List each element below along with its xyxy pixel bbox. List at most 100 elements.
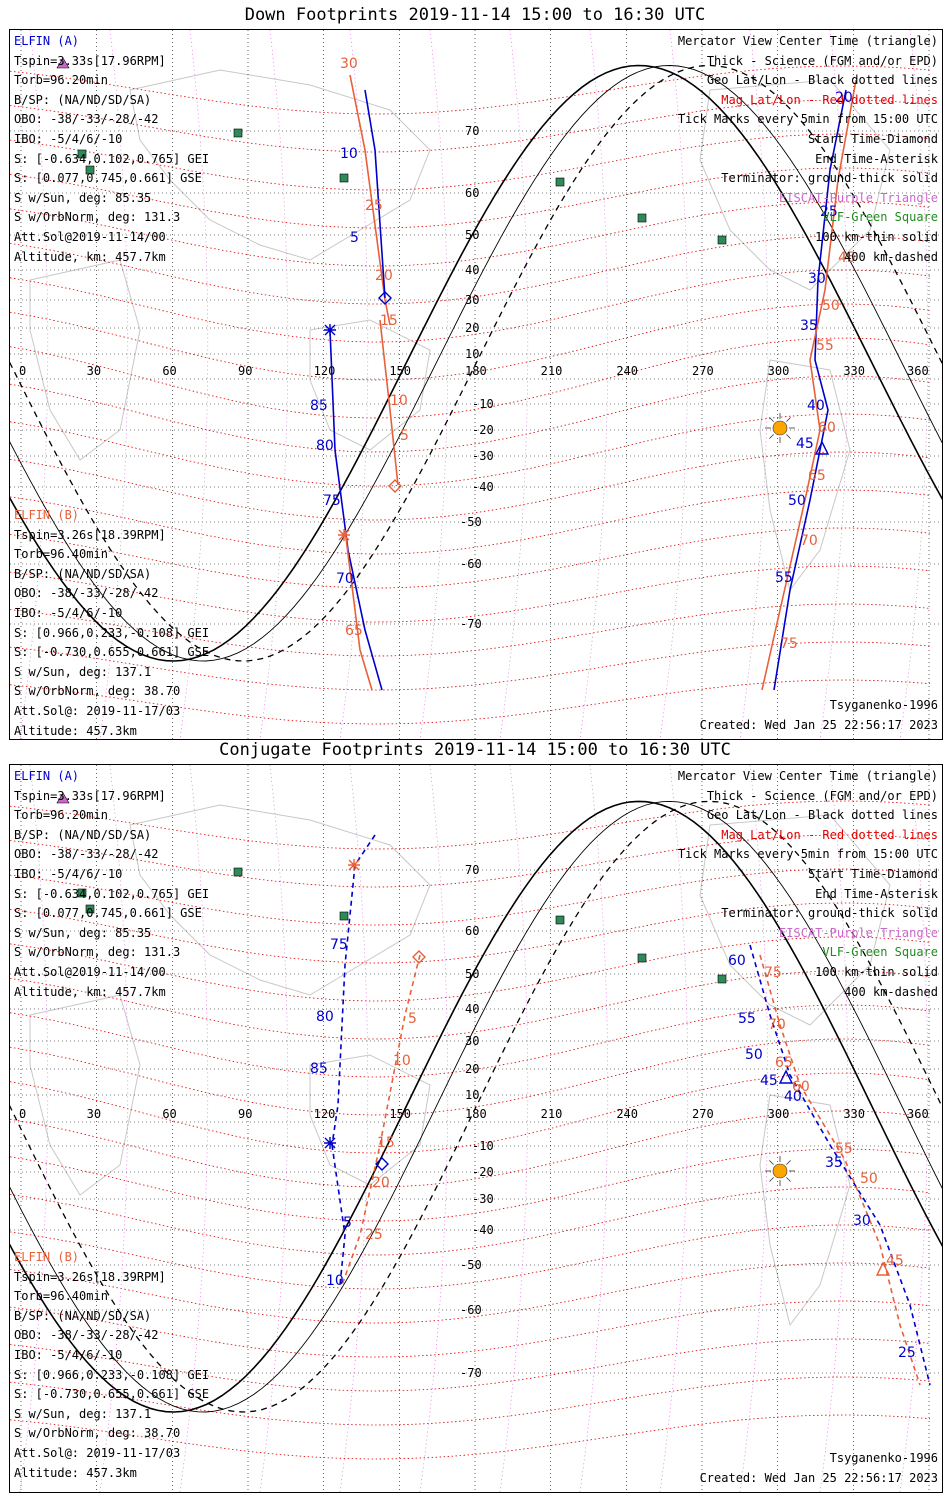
center-triangle-b — [875, 1261, 891, 1276]
center-triangle-a — [814, 440, 830, 455]
lon-tick-label: 270 — [692, 364, 714, 378]
mag-lat-line — [10, 413, 931, 487]
elfin-b-track — [761, 79, 857, 691]
elfin-b-tick-label: 25 — [365, 198, 383, 214]
mag-lat-line — [10, 1262, 931, 1324]
panels-1-legend-line: Tick Marks every 5min from 15:00 UTC — [677, 847, 938, 862]
lat-tick-label: 20 — [465, 1062, 479, 1076]
panels-0-elfin_b-lines-line: Tspin=3.26s[18.39RPM] — [14, 527, 166, 542]
elfin-b-tick-label: 30 — [340, 56, 358, 72]
lat-tick-label: 70 — [465, 124, 479, 138]
panels-0-legend-line: Geo Lat/Lon - Black dotted lines — [706, 73, 938, 88]
elfin-a-label: ELFIN (A) — [14, 34, 80, 48]
panels-1-elfin_b-lines-line: S: [0.966,0.233,-0.108] GEI — [14, 1367, 210, 1382]
lon-tick-label: 120 — [314, 364, 336, 378]
panels-1-legend-line: Thick - Science (FGM and/or EPD) — [706, 788, 938, 803]
panels-0-legend-line: Start Time-Diamond — [807, 131, 938, 146]
panels-0-legend-line: Thick - Science (FGM and/or EPD) — [706, 53, 938, 68]
elfin-b-tick-label: 20 — [372, 1175, 390, 1191]
panels-0-elfin_a-lines-line: Altitude, km: 457.7km — [14, 249, 166, 264]
continent-outline — [29, 259, 141, 461]
panels-1-legend-line: Terminator: ground-thick solid — [721, 906, 938, 921]
lat-tick-label: 30 — [465, 293, 479, 307]
vlf-station-marker — [85, 165, 95, 175]
panels-0-elfin_a-lines-line: S w/Sun, deg: 85.35 — [14, 190, 152, 205]
vlf-station-marker — [717, 974, 727, 984]
elfin-b-tick-label: 70 — [768, 1017, 786, 1033]
mag-lon-line — [179, 765, 209, 1492]
elfin-b-tick-label: 5 — [400, 428, 409, 444]
lat-tick-label: -30 — [472, 1192, 494, 1206]
mag-lat-line — [10, 303, 931, 381]
lat-tick-label: -70 — [460, 617, 482, 631]
lat-tick-label: -20 — [472, 1165, 494, 1179]
panels-1-elfin_b-lines-line: S: [-0.730,0.655,0.661] GSE — [14, 1387, 210, 1402]
lat-tick-label: 30 — [465, 1034, 479, 1048]
panels-1-elfin_a-lines-line: S w/Sun, deg: 85.35 — [14, 925, 152, 940]
sun-ray — [769, 1160, 774, 1165]
sun-ray — [769, 417, 774, 422]
mag-lon-line — [499, 30, 529, 739]
panels-0-elfin_b-lines-line: IBO: -5/4/6/-10 — [14, 605, 123, 620]
elfin-b-tick-label: 75 — [764, 965, 782, 981]
terminator-ground — [10, 800, 942, 1413]
sun-ray — [786, 417, 791, 422]
model-name: Tsyganenko-1996 — [829, 1451, 938, 1465]
elfin-b-track — [379, 319, 399, 486]
panels-1-elfin_a-lines-line: Torb=96.20min — [14, 808, 108, 823]
panels-1-elfin_a-lines-line: OBO: -38/-33/-28/-42 — [14, 847, 159, 862]
elfin-a-tick-label: 25 — [898, 1345, 916, 1361]
panels-0-elfin_b-lines-line: Altitude: 457.3km — [14, 723, 137, 738]
model-name: Tsyganenko-1996 — [829, 698, 938, 712]
vlf-station-marker — [77, 888, 87, 898]
elfin-a-tick-label: 30 — [853, 1213, 871, 1229]
panels-1-elfin_b-lines-line: Att.Sol@: 2019-11-17/03 — [14, 1445, 181, 1460]
continent-outline — [699, 79, 891, 291]
elfin-a-tick-label: 85 — [310, 398, 328, 414]
panels-0-legend-line: Mercator View Center Time (triangle) — [677, 34, 938, 48]
panels-1-elfin_b-lines-line: S w/Sun, deg: 137.1 — [14, 1406, 152, 1421]
down-footprints-map: 0 30 60 90 120 150 180 210 240 270 300 330 360 70 60 50… — [9, 29, 943, 740]
lat-tick-label: -40 — [472, 480, 494, 494]
elfin-a-tick-label: 25 — [820, 204, 838, 220]
continent-outline — [309, 319, 431, 451]
panels-1-legend-line: 400 km-dashed — [844, 984, 938, 999]
vlf-station-marker — [717, 235, 727, 245]
elfin-b-track — [759, 954, 921, 1386]
center-triangle-a — [778, 1069, 794, 1084]
panels-0-elfin_b-lines-line: S w/Sun, deg: 137.1 — [14, 664, 152, 679]
panels-1-legend-line: 100 km-thin solid — [815, 964, 938, 979]
lat-tick-label: -70 — [460, 1366, 482, 1380]
lat-tick-label: 60 — [465, 924, 479, 938]
mag-lat-line — [10, 489, 931, 555]
mag-lat-line — [10, 1038, 931, 1116]
elfin-a-tick-label: 75 — [323, 493, 341, 509]
lon-tick-label: 360 — [907, 1107, 929, 1121]
lon-tick-label: 210 — [541, 364, 563, 378]
panels-0-elfin_b-lines-line: Att.Sol@: 2019-11-17/03 — [14, 703, 181, 718]
panels-1-elfin_a-lines-line: Altitude, km: 457.7km — [14, 984, 166, 999]
elfin-b-tick-label: 10 — [390, 393, 408, 409]
panels-1-elfin_a-lines-line: IBO: -5/4/6/-10 — [14, 866, 123, 881]
lat-tick-label: 40 — [465, 263, 479, 277]
elfin-a-tick-label: 5 — [350, 230, 359, 246]
mag-lat-line — [10, 902, 931, 964]
lon-tick-label: 150 — [389, 364, 411, 378]
continent-outline — [699, 814, 891, 1026]
mag-lon-line — [899, 765, 929, 1492]
elfin-a-tick-label: 80 — [316, 1009, 334, 1025]
lon-tick-label: 300 — [768, 364, 790, 378]
lat-tick-label: -20 — [472, 423, 494, 437]
continent-outline — [29, 994, 141, 1196]
end-asterisk-b — [348, 859, 360, 871]
start-diamond-a — [375, 1157, 389, 1171]
mag-lat-line — [10, 1376, 931, 1426]
elfin-b-tick-label: 60 — [792, 1079, 810, 1095]
panels-0-elfin_a-lines-line: Torb=96.20min — [14, 73, 108, 88]
elfin-a-tick-label: 45 — [796, 436, 814, 452]
panels-0-elfin_b-lines-line: S w/OrbNorm, deg: 38.70 — [14, 684, 181, 699]
terminator-100km — [10, 65, 942, 662]
mag-lat-line — [10, 269, 931, 343]
elfin-a-tick-label: 10 — [326, 1273, 344, 1289]
elfin-b-tick-label: 15 — [377, 1135, 395, 1151]
